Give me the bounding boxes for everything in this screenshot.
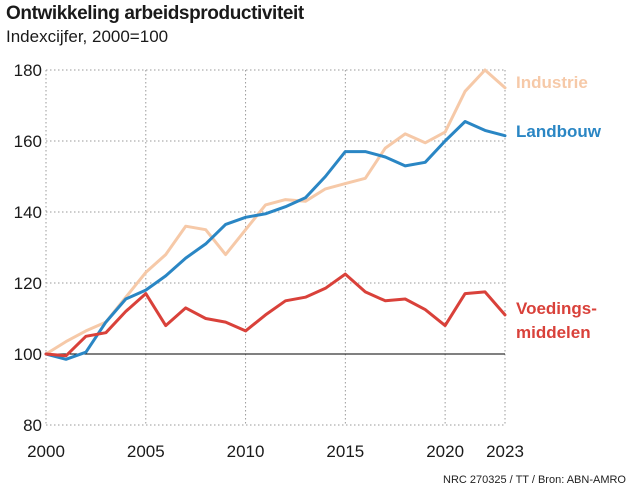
x-tick-label: 2005	[127, 442, 165, 461]
axes: 80 100 120 140 160 180 2000 2005 2010 2015 2020 202…	[14, 61, 524, 461]
series-line	[44, 120, 507, 361]
y-tick-label: 140	[14, 203, 42, 222]
y-tick-label: 160	[14, 132, 42, 151]
series-labels: Industrie Landbouw Voedings-middelen	[516, 73, 602, 342]
series-label-line: Voedings-	[516, 299, 597, 318]
y-tick-label: 120	[14, 274, 42, 293]
grid	[45, 69, 506, 426]
series-label-line: Landbouw	[516, 122, 602, 141]
y-tick-label: 80	[23, 416, 42, 435]
series-label: Landbouw	[516, 122, 602, 141]
x-tick-label: 2020	[426, 442, 464, 461]
x-tick-label: 2023	[486, 442, 524, 461]
x-tick-label: 2000	[27, 442, 65, 461]
y-tick-label: 100	[14, 345, 42, 364]
series-label: Industrie	[516, 73, 588, 92]
series-label-line: Industrie	[516, 73, 588, 92]
series-line	[44, 272, 507, 358]
x-tick-label: 2015	[326, 442, 364, 461]
y-tick-label: 180	[14, 61, 42, 80]
series-lines	[44, 68, 507, 361]
series-label: Voedings-middelen	[516, 299, 597, 342]
chart-title: Ontwikkeling arbeidsproductiviteit	[6, 3, 304, 24]
series-label-line: middelen	[516, 323, 591, 342]
x-tick-label: 2010	[227, 442, 265, 461]
source-credit: NRC 270325 / TT / Bron: ABN-AMRO	[443, 474, 626, 486]
chart-subtitle: Indexcijfer, 2000=100	[6, 27, 169, 46]
